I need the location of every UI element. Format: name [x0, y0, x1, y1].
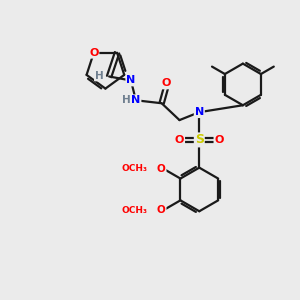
Text: N: N — [131, 95, 140, 105]
Text: S: S — [195, 134, 204, 146]
Text: O: O — [214, 135, 224, 145]
Text: O: O — [89, 48, 98, 58]
Text: O: O — [157, 205, 166, 215]
Text: O: O — [175, 135, 184, 145]
Text: O: O — [157, 164, 166, 174]
Text: H: H — [122, 95, 130, 105]
Text: N: N — [126, 76, 136, 85]
Text: O: O — [162, 78, 171, 88]
Text: OCH₃: OCH₃ — [122, 164, 147, 173]
Text: OCH₃: OCH₃ — [122, 206, 147, 215]
Text: H: H — [95, 70, 103, 80]
Text: N: N — [195, 107, 204, 117]
